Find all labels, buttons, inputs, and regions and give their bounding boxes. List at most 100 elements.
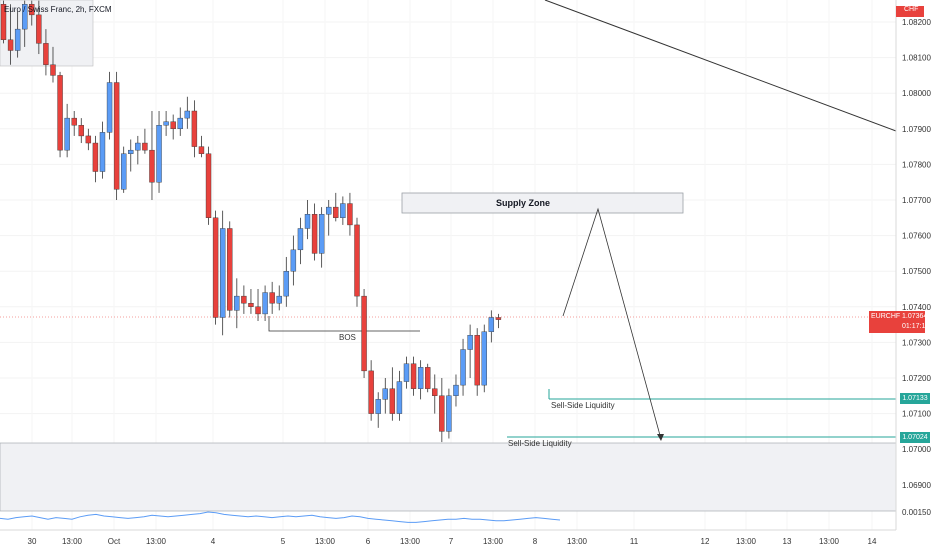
candle[interactable] <box>425 363 431 393</box>
candle[interactable] <box>304 200 311 240</box>
candle[interactable] <box>297 217 304 265</box>
candle[interactable] <box>460 338 466 396</box>
candle[interactable] <box>340 196 346 225</box>
candle[interactable] <box>0 0 7 44</box>
candle[interactable] <box>135 135 141 165</box>
candle[interactable] <box>7 4 14 65</box>
candle[interactable] <box>198 135 205 158</box>
candle[interactable] <box>177 107 183 136</box>
candle[interactable] <box>142 128 148 154</box>
price-tick-label: 1.07900 <box>902 125 931 134</box>
candle-body-up <box>262 292 268 315</box>
candle[interactable] <box>276 285 282 311</box>
candle[interactable] <box>57 71 63 158</box>
candle[interactable] <box>361 289 367 378</box>
candle[interactable] <box>488 310 495 343</box>
candle[interactable] <box>120 146 127 193</box>
candle-body-up <box>403 363 410 382</box>
candle[interactable] <box>403 356 410 389</box>
countdown-label: 01:17:12 <box>902 323 930 330</box>
candle-body-up <box>184 110 191 119</box>
candle[interactable] <box>382 378 388 414</box>
candle[interactable] <box>113 71 120 200</box>
price-axis[interactable]: 1.08200 1.08100 1.08000 1.07900 1.07800 1.077… <box>902 18 931 490</box>
candle[interactable] <box>333 192 339 222</box>
candle[interactable] <box>326 200 332 236</box>
candle[interactable] <box>417 360 424 400</box>
symbol-title[interactable]: Euro / Swiss Franc, 2h, FXCM <box>4 5 112 14</box>
candle[interactable] <box>255 289 261 322</box>
candle[interactable] <box>85 128 92 151</box>
candle[interactable] <box>241 285 247 314</box>
candle-body-down <box>241 295 247 304</box>
candle[interactable] <box>227 221 233 318</box>
candle[interactable] <box>262 285 268 322</box>
candle[interactable] <box>290 235 297 286</box>
candle[interactable] <box>248 289 254 314</box>
candle[interactable] <box>99 121 106 179</box>
candle[interactable] <box>163 111 169 136</box>
candle-body-up <box>106 82 113 133</box>
price-tick-label: 1.06900 <box>902 481 931 490</box>
price-tick-label: 1.07300 <box>902 338 931 347</box>
candle[interactable] <box>410 356 417 396</box>
candle[interactable] <box>106 71 113 140</box>
candle[interactable] <box>212 210 219 325</box>
candle-body-down <box>113 82 120 190</box>
candle[interactable] <box>474 328 480 396</box>
candle[interactable] <box>50 46 56 83</box>
candle[interactable] <box>78 118 84 144</box>
candle[interactable] <box>439 378 445 443</box>
candle[interactable] <box>453 374 459 407</box>
candle[interactable] <box>432 374 438 414</box>
bos-line[interactable] <box>268 316 420 332</box>
candle[interactable] <box>234 278 240 329</box>
trend-line[interactable] <box>544 0 897 132</box>
candle[interactable] <box>389 367 396 421</box>
candle-body-up <box>318 214 325 254</box>
candle[interactable] <box>156 111 162 193</box>
candle-body-up <box>135 142 141 151</box>
projection-path[interactable] <box>562 207 662 440</box>
candle[interactable] <box>495 313 502 329</box>
time-axis[interactable]: 30 13:00 Oct 13:00 4 5 13:00 6 13:00 7 13:00 8 13:00… <box>28 537 877 546</box>
candle[interactable] <box>71 111 77 136</box>
candle[interactable] <box>446 388 452 439</box>
currency-label: CHF <box>904 6 919 13</box>
candle[interactable] <box>311 203 318 261</box>
supply-zone[interactable] <box>401 192 684 214</box>
candle[interactable] <box>318 207 325 268</box>
liquidity-tag-high: 1.07133 <box>900 393 930 404</box>
candle[interactable] <box>149 111 155 200</box>
time-tick-label: 13:00 <box>567 537 588 546</box>
candle[interactable] <box>29 0 35 26</box>
candle[interactable] <box>205 146 212 225</box>
price-tick-label: 1.07400 <box>902 303 931 312</box>
candle[interactable] <box>64 103 70 158</box>
candle-body-up <box>304 214 311 229</box>
candle[interactable] <box>184 96 191 129</box>
candle[interactable] <box>368 360 374 421</box>
candle[interactable] <box>283 256 289 307</box>
candle[interactable] <box>36 0 42 55</box>
sell-side-liquidity-label-2: Sell-Side Liquidity <box>508 439 572 448</box>
price-tick-label: 1.07200 <box>902 374 931 383</box>
candle[interactable] <box>14 11 21 58</box>
candle[interactable] <box>22 0 28 47</box>
candle[interactable] <box>43 29 49 76</box>
candle[interactable] <box>269 281 275 314</box>
candle[interactable] <box>191 100 198 158</box>
candle[interactable] <box>347 192 353 236</box>
candle[interactable] <box>92 135 99 183</box>
time-tick-label: 30 <box>28 537 37 546</box>
candle[interactable] <box>481 324 487 393</box>
candle[interactable] <box>467 324 473 378</box>
candle-body-up <box>488 317 495 332</box>
candle[interactable] <box>396 370 403 421</box>
candle[interactable] <box>170 114 176 140</box>
candle[interactable] <box>354 217 360 307</box>
candle[interactable] <box>128 139 134 172</box>
candle[interactable] <box>375 392 381 428</box>
candle[interactable] <box>219 210 226 336</box>
